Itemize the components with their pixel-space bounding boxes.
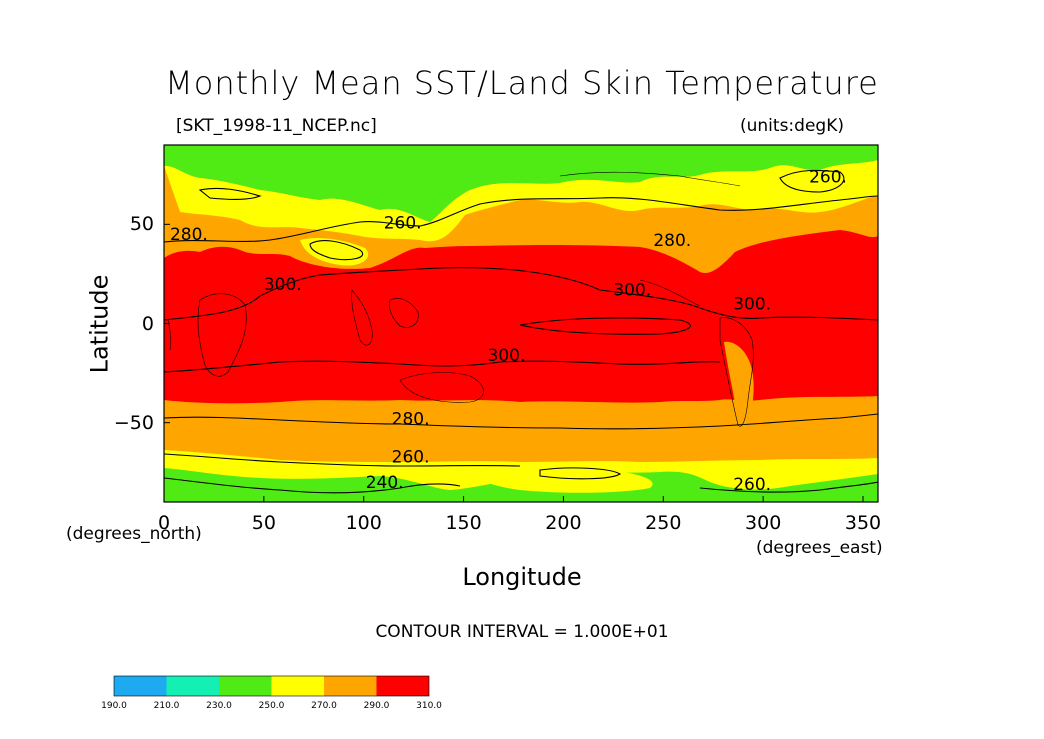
- tibet-cold-spot: [300, 237, 369, 266]
- colorbar-swatch: [324, 676, 377, 696]
- x-tick-label: 50: [251, 512, 276, 534]
- contour-label: 260.: [392, 447, 430, 467]
- contour-label: 300.: [733, 295, 771, 315]
- colorbar-tick-label: 230.0: [206, 701, 232, 711]
- andes-cool-strip: [724, 341, 754, 428]
- colorbar-tick-label: 310.0: [416, 701, 442, 711]
- x-tick-label: 300: [745, 512, 782, 534]
- contour-label: 280.: [392, 410, 430, 430]
- colorbar-frame: [113, 675, 430, 697]
- temperature-field: [164, 145, 878, 502]
- y-tick-label: −50: [113, 411, 154, 434]
- y-tick-label: 0: [141, 312, 154, 335]
- file-name: [SKT_1998-11_NCEP.nc]: [176, 116, 377, 136]
- x-tick-label: 250: [645, 512, 682, 534]
- contour-label-layer: 280. 260. 300. 280. 300. 300. 300. 260. 280. 260.…: [170, 168, 847, 495]
- contour-label: 300.: [613, 281, 651, 301]
- colorbar-swatch: [219, 676, 272, 696]
- x-unit-note: (degrees_east): [756, 538, 883, 558]
- contour-label: 280.: [170, 225, 208, 245]
- map-title: Monthly Mean SST/Land Skin Temperature: [165, 64, 879, 102]
- colorbar-swatch: [271, 676, 324, 696]
- colorbar-tick-label: 210.0: [153, 701, 180, 711]
- colorbar-tick-label: 250.0: [258, 701, 285, 711]
- y-unit-note: (degrees_north): [66, 524, 202, 544]
- contour-label: 300.: [488, 346, 526, 366]
- tick-marks: [163, 223, 864, 502]
- units-label: (units:degK): [740, 116, 844, 136]
- contour-label: 280.: [653, 231, 691, 251]
- north-cool-band: [164, 160, 878, 242]
- colorbar-swatch: [376, 676, 429, 696]
- colorbar-tick-label: 190.0: [101, 701, 127, 711]
- contour-label: 300.: [264, 275, 302, 295]
- contour-label: 260.: [809, 168, 847, 188]
- x-tick-label: 100: [345, 512, 382, 534]
- colorbar-tick-label: 270.0: [311, 701, 337, 711]
- y-tick-label: 50: [129, 213, 154, 236]
- contour-label: 260.: [384, 213, 422, 233]
- x-axis-label: Longitude: [462, 563, 582, 591]
- contour-label: 260.: [733, 475, 771, 495]
- colorbar-swatch: [166, 676, 219, 696]
- contour-label: 240.: [366, 473, 404, 493]
- arctic-cold-region: [164, 145, 878, 222]
- colorbar-tick-label: 290.0: [363, 701, 390, 711]
- contour-interval-note: CONTOUR INTERVAL = 1.000E+01: [375, 622, 669, 642]
- antarctic-warm-patch: [477, 466, 653, 493]
- coastlines: [167, 171, 754, 427]
- x-tick-label: 150: [445, 512, 482, 534]
- x-tick-label: 200: [545, 512, 582, 534]
- x-tick-label: 0: [157, 512, 171, 534]
- colorbar-swatch: [114, 676, 167, 696]
- contour-lines: [164, 169, 878, 494]
- x-tick-label: 350: [844, 512, 882, 534]
